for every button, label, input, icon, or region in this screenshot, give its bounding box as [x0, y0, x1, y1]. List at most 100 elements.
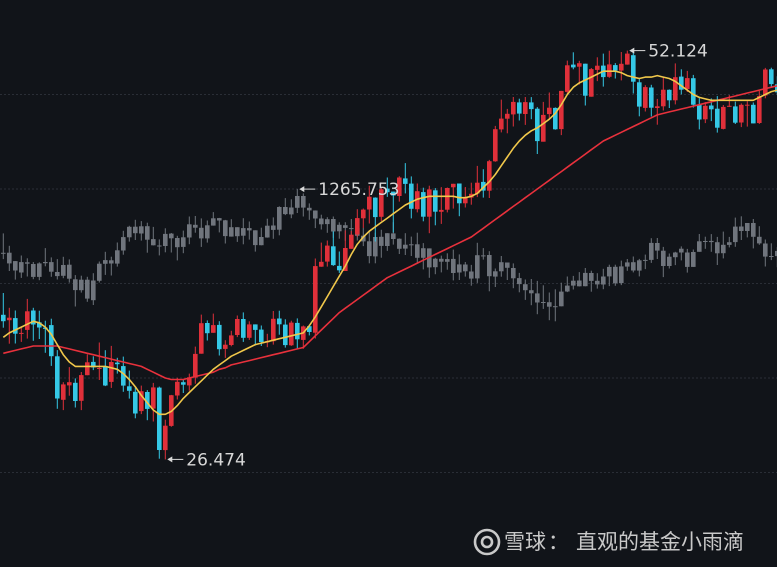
benchmark-candle: [457, 254, 462, 280]
candle: [733, 101, 738, 124]
candle: [199, 314, 204, 354]
candle: [313, 258, 318, 339]
benchmark-candle: [163, 228, 168, 253]
benchmark-candle: [55, 259, 60, 280]
annotations: 52.124 26.474 1265.753: [167, 42, 708, 470]
benchmark-candle: [445, 253, 450, 270]
candle: [31, 307, 36, 341]
benchmark-candle: [151, 226, 156, 246]
benchmark-candle: [685, 248, 690, 273]
candle: [373, 197, 378, 242]
candle: [145, 390, 150, 421]
candle: [139, 385, 144, 415]
benchmark-candle: [31, 262, 36, 280]
candle: [559, 90, 564, 136]
benchmark-candle: [19, 255, 24, 278]
candle: [427, 185, 432, 234]
benchmark-candle: [451, 249, 456, 281]
candle: [565, 60, 570, 96]
benchmark-candle: [667, 253, 672, 269]
benchmark-candle: [43, 248, 48, 267]
benchmark-candle: [637, 258, 642, 277]
benchmark-candle: [505, 262, 510, 280]
benchmark-candle: [697, 234, 702, 252]
benchmark-candle: [97, 261, 102, 283]
candle: [457, 183, 462, 217]
candle: [439, 187, 444, 224]
candle: [13, 310, 18, 344]
candle: [79, 372, 84, 411]
benchmark-series: [1, 189, 777, 322]
candle: [721, 105, 726, 130]
benchmark-candle: [337, 222, 342, 239]
benchmark-candle: [673, 251, 678, 266]
candle: [589, 68, 594, 97]
candle: [175, 377, 180, 400]
ma-fast-line: [2, 70, 777, 416]
candle: [685, 70, 690, 92]
candle: [619, 52, 624, 81]
benchmark-candle: [535, 280, 540, 315]
benchmark-candle: [73, 275, 78, 307]
candle: [253, 324, 258, 346]
candle: [625, 50, 630, 65]
moving-average-lines: [2, 70, 777, 416]
benchmark-candle: [691, 249, 696, 267]
candle: [205, 320, 210, 341]
candle: [655, 98, 660, 125]
benchmark-candle: [277, 206, 282, 236]
benchmark-candle: [775, 247, 777, 268]
benchmark-candle: [145, 222, 150, 253]
candle: [355, 209, 360, 237]
candle: [757, 90, 762, 124]
benchmark-candle: [403, 233, 408, 255]
candle: [211, 313, 216, 333]
candle: [691, 74, 696, 108]
benchmark-candle: [523, 279, 528, 300]
benchmark-candle: [409, 236, 414, 256]
benchmark-candle: [49, 257, 54, 277]
candle: [667, 89, 672, 108]
benchmark-candle: [547, 292, 552, 321]
benchmark-candle: [85, 276, 90, 302]
benchmark-candle: [583, 268, 588, 287]
candle: [445, 187, 450, 213]
benchmark-candle: [247, 221, 252, 240]
candle: [367, 185, 372, 224]
benchmark-candle: [481, 248, 486, 260]
benchmark-candle: [79, 275, 84, 293]
candle: [769, 67, 774, 88]
candle: [751, 102, 756, 124]
candle: [217, 321, 222, 356]
candle: [337, 251, 342, 273]
benchmark-candle: [613, 264, 618, 286]
candle: [523, 97, 528, 125]
xueqiu-logo: [473, 528, 501, 556]
benchmark-candle: [625, 259, 630, 271]
candle: [553, 107, 558, 130]
benchmark-candle: [493, 268, 498, 287]
benchmark-candle: [229, 219, 234, 237]
benchmark-candle: [385, 233, 390, 251]
benchmark-candle: [721, 231, 726, 259]
benchmark-candle: [751, 219, 756, 249]
benchmark-candle: [433, 257, 438, 275]
benchmark-candle: [733, 217, 738, 247]
candle: [481, 169, 486, 198]
candle: [187, 373, 192, 391]
benchmark-candle: [61, 256, 66, 279]
candle: [775, 76, 777, 95]
candle: [157, 386, 162, 459]
benchmark-candle: [553, 289, 558, 322]
candle: [547, 92, 552, 120]
watermark-brand: 雪球: [504, 530, 546, 554]
candle: [73, 378, 78, 408]
candle: [1, 293, 6, 328]
benchmark-candle: [181, 230, 186, 254]
candle: [271, 311, 276, 345]
candle: [541, 101, 546, 142]
candle: [379, 187, 384, 221]
benchmark-candle: [463, 262, 468, 277]
benchmark-candle: [25, 258, 30, 277]
benchmark-candle: [511, 263, 516, 289]
